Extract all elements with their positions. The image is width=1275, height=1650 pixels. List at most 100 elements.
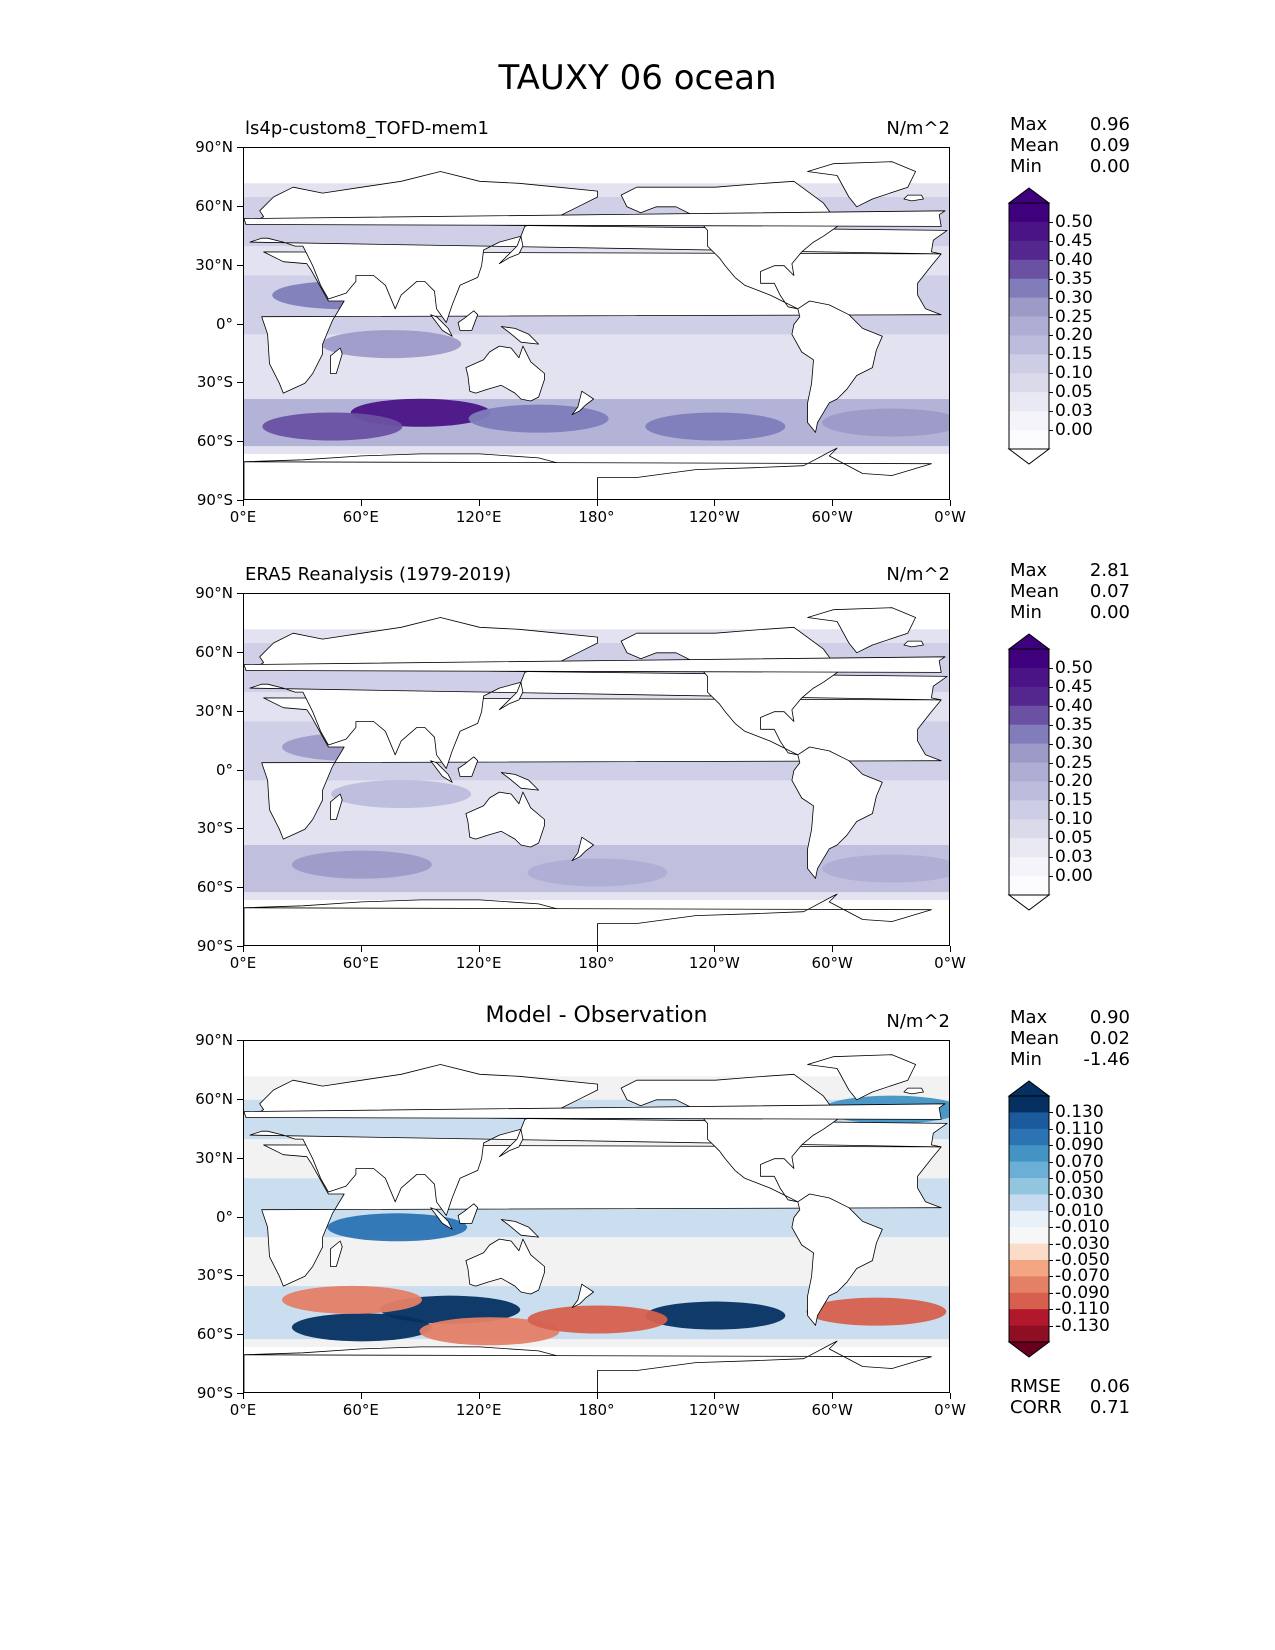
colorbar-label: -0.110 bbox=[1055, 1299, 1110, 1320]
stat-mean-label: Mean bbox=[1010, 1028, 1060, 1049]
x-tick-label: 0°E bbox=[229, 508, 257, 526]
panel-title: ERA5 Reanalysis (1979-2019) bbox=[245, 564, 512, 585]
stat-min-label: Min bbox=[1010, 156, 1042, 177]
landmass-madagascar bbox=[330, 793, 343, 820]
colorbar-label: 0.10 bbox=[1055, 809, 1093, 830]
x-tick-label: 120°E bbox=[455, 1401, 502, 1419]
x-tick-label: 180° bbox=[578, 1401, 615, 1419]
panel-title: ls4p-custom8_TOFD-mem1 bbox=[245, 118, 489, 139]
colorbar-segment bbox=[1009, 1227, 1049, 1245]
colorbar-segment bbox=[1009, 1161, 1049, 1179]
y-tick-mark bbox=[237, 382, 243, 384]
colorbar-label: 0.15 bbox=[1055, 344, 1093, 365]
colorbar-tick bbox=[1049, 1161, 1053, 1163]
stat-min-label: Min bbox=[1010, 602, 1042, 623]
colorbar-tick bbox=[1049, 1325, 1053, 1327]
colorbar-tick bbox=[1049, 1243, 1053, 1245]
map-panel bbox=[243, 1040, 950, 1393]
colorbar-tick bbox=[1049, 373, 1053, 375]
colorbar-tick bbox=[1049, 1178, 1053, 1179]
y-tick-label: 60°S bbox=[196, 1325, 233, 1344]
colorbar-tick bbox=[1049, 1194, 1053, 1196]
y-tick-label: 90°N bbox=[195, 584, 233, 602]
colorbar-label: 0.090 bbox=[1055, 1135, 1104, 1156]
colorbar-tick bbox=[1049, 1260, 1053, 1261]
y-tick-label: 60°S bbox=[196, 432, 233, 451]
x-tick-mark bbox=[950, 1393, 951, 1399]
colorbar-label: 0.03 bbox=[1055, 847, 1093, 868]
colorbar-label: 0.03 bbox=[1055, 401, 1093, 422]
y-tick-mark bbox=[237, 651, 243, 653]
landmass-borneo bbox=[457, 756, 479, 777]
landmass-new-guinea bbox=[500, 1219, 540, 1238]
colorbar-segment bbox=[1009, 838, 1049, 858]
colorbar-over-extend bbox=[1007, 1080, 1051, 1097]
x-tick-mark bbox=[832, 1393, 834, 1399]
colorbar-segment bbox=[1009, 667, 1049, 688]
colorbar-label: 0.050 bbox=[1055, 1168, 1104, 1188]
colorbar-label: 0.00 bbox=[1055, 420, 1093, 441]
units-label: N/m^2 bbox=[886, 564, 950, 585]
colorbar-label: -0.030 bbox=[1055, 1233, 1110, 1254]
colorbar-label: 0.35 bbox=[1055, 268, 1093, 289]
landmass-japan bbox=[498, 1128, 524, 1158]
x-tick-mark bbox=[596, 946, 598, 952]
colorbar-under-extend bbox=[1007, 448, 1051, 465]
colorbar-over-extend bbox=[1007, 633, 1051, 650]
y-tick-label: 0° bbox=[215, 1207, 233, 1226]
x-tick-label: 180° bbox=[578, 954, 615, 972]
colorbar-segment bbox=[1009, 800, 1049, 820]
landmass-iceland bbox=[903, 1087, 924, 1095]
landmass-australia bbox=[465, 791, 545, 848]
colorbar-tick bbox=[1049, 221, 1053, 223]
landmass-antarctica-west bbox=[244, 893, 932, 945]
coastlines bbox=[244, 607, 948, 945]
landmass-new-zealand bbox=[571, 836, 595, 862]
colorbar-segment bbox=[1009, 649, 1049, 669]
landmass-south-america bbox=[791, 300, 883, 433]
x-tick-label: 0°W bbox=[934, 1401, 966, 1419]
landmass-japan bbox=[498, 681, 524, 711]
colorbar-tick bbox=[1049, 297, 1053, 299]
y-tick-label: 30°N bbox=[195, 255, 233, 274]
landmass-antarctica-west bbox=[244, 447, 932, 499]
x-tick-label: 120°W bbox=[688, 1401, 740, 1419]
x-tick-mark bbox=[360, 946, 362, 952]
stat-max-label: Max bbox=[1010, 114, 1048, 135]
landmass-madagascar bbox=[330, 1240, 343, 1267]
stat-max-value: 0.96 bbox=[1089, 114, 1130, 135]
units-label: N/m^2 bbox=[886, 118, 950, 139]
x-tick-mark bbox=[950, 500, 951, 506]
colorbar-segment bbox=[1009, 1243, 1049, 1261]
colorbar-label: -0.070 bbox=[1055, 1266, 1110, 1287]
x-tick-label: 120°W bbox=[688, 508, 740, 526]
colorbar-segment bbox=[1009, 705, 1049, 726]
colorbar-segment bbox=[1009, 1210, 1049, 1228]
field-feature bbox=[822, 408, 949, 437]
x-tick-mark bbox=[478, 1393, 480, 1399]
x-tick-label: 0°E bbox=[229, 1401, 257, 1419]
colorbar-segment bbox=[1009, 278, 1049, 299]
colorbar-segment bbox=[1009, 1260, 1049, 1277]
stat-min-value: 0.00 bbox=[1089, 156, 1130, 177]
colorbar-label: 0.010 bbox=[1055, 1200, 1104, 1221]
y-tick-mark bbox=[237, 887, 243, 889]
stat-mean-label: Mean bbox=[1010, 135, 1060, 156]
y-tick-mark bbox=[237, 1098, 243, 1100]
landmass-sumatra bbox=[430, 314, 453, 337]
y-tick-mark bbox=[237, 946, 243, 947]
y-tick-label: 90°S bbox=[196, 491, 233, 509]
field-feature bbox=[645, 412, 786, 441]
x-tick-mark bbox=[243, 1393, 244, 1399]
y-tick-mark bbox=[237, 1157, 243, 1159]
x-tick-mark bbox=[596, 500, 598, 506]
field-feature bbox=[527, 1305, 668, 1334]
panel-title: Model - Observation bbox=[485, 1003, 708, 1028]
colorbar-tick bbox=[1049, 838, 1053, 840]
colorbar bbox=[1007, 187, 1051, 465]
colorbar-label: 0.070 bbox=[1055, 1151, 1104, 1172]
y-tick-label: 30°S bbox=[196, 819, 233, 838]
colorbar-segment bbox=[1009, 1128, 1049, 1146]
x-tick-label: 60°E bbox=[342, 508, 379, 526]
colorbar-label: 0.30 bbox=[1055, 733, 1093, 754]
